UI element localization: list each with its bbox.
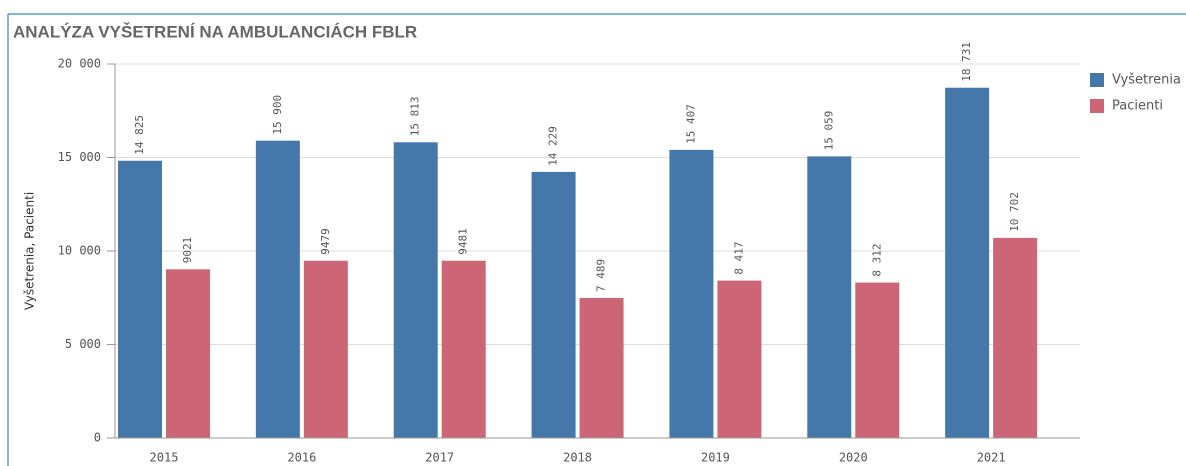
x-tick-label: 2016: [287, 451, 316, 465]
bar: [855, 282, 900, 438]
legend-swatch: [1090, 99, 1104, 113]
value-label: 8 417: [732, 241, 745, 274]
bar: [993, 237, 1038, 438]
value-label: 7 489: [595, 259, 608, 292]
bar: [669, 149, 714, 438]
y-tick-label: 10 000: [58, 244, 101, 258]
bar: [579, 297, 624, 438]
x-tick-label: 2020: [839, 451, 868, 465]
bar: [717, 280, 762, 438]
x-tick-label: 2017: [425, 451, 454, 465]
legend-label: Pacienti: [1112, 99, 1163, 114]
value-label: 9481: [457, 228, 470, 255]
value-label: 14 825: [133, 115, 146, 155]
value-label: 15 407: [684, 104, 697, 144]
y-tick-label: 0: [94, 431, 101, 445]
value-label: 14 229: [547, 126, 560, 166]
x-tick-label: 2015: [150, 451, 179, 465]
value-label: 18 731: [960, 42, 973, 82]
legend-swatch: [1090, 73, 1104, 87]
value-label: 15 059: [822, 111, 835, 151]
bar: [441, 260, 486, 438]
y-tick-label: 20 000: [58, 57, 101, 71]
bar: [255, 140, 300, 439]
y-tick-label: 15 000: [58, 150, 101, 164]
bar: [303, 260, 348, 438]
legend-label: Vyšetrenia: [1112, 73, 1181, 88]
value-label: 10 702: [1008, 192, 1021, 232]
value-label: 8 312: [870, 243, 883, 276]
bar: [118, 160, 162, 438]
y-axis-label: Vyšetrenia, Pacienti: [23, 192, 37, 310]
value-label: 9479: [319, 228, 332, 255]
bar: [945, 87, 990, 439]
bar: [393, 142, 438, 438]
x-tick-label: 2021: [977, 451, 1006, 465]
value-label: 15 900: [271, 95, 284, 135]
value-label: 15 813: [409, 97, 422, 137]
chart-title: ANALÝZA VYŠETRENÍ NA AMBULANCIÁCH FBLR: [13, 22, 417, 41]
bar: [807, 156, 852, 438]
x-tick-label: 2019: [701, 451, 730, 465]
bar: [531, 171, 576, 438]
y-tick-label: 5 000: [65, 337, 101, 351]
value-label: 9021: [181, 237, 194, 264]
bar: [166, 269, 210, 438]
x-tick-label: 2018: [563, 451, 592, 465]
